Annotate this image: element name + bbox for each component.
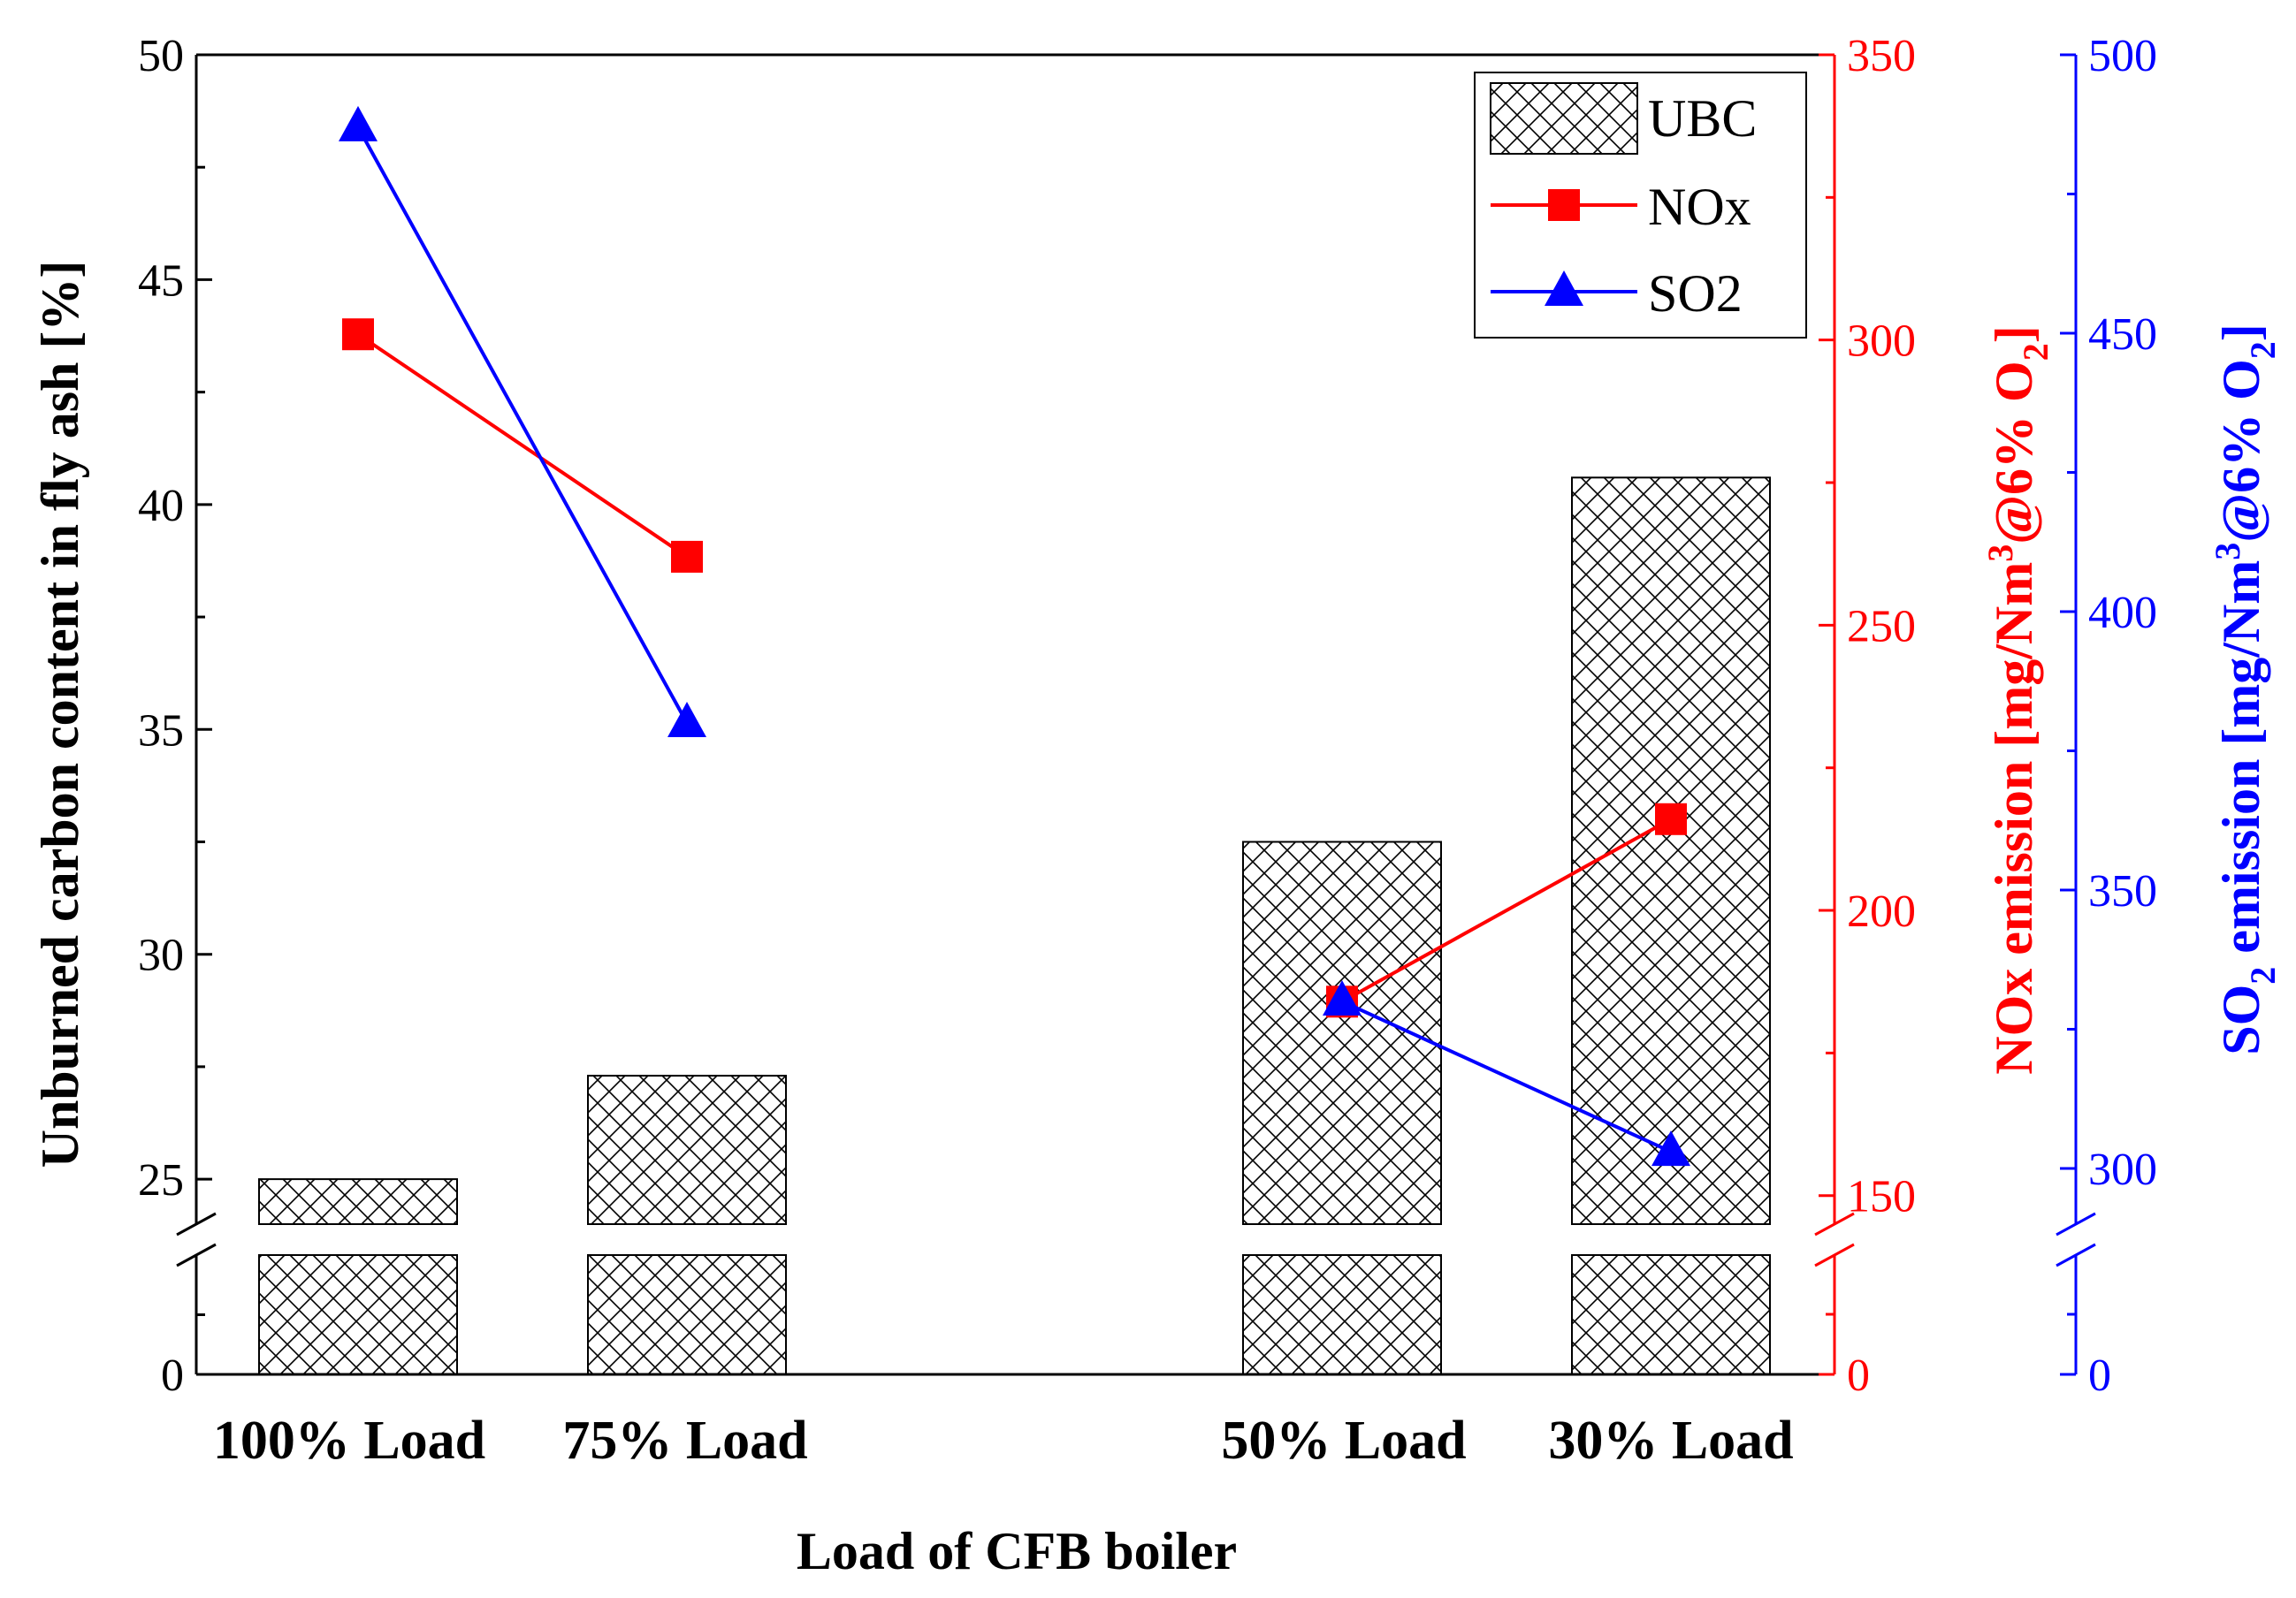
so2-axis-tick-label: 450 — [2088, 309, 2157, 360]
ubc-bar-upper — [587, 1075, 787, 1226]
so2-title-part: @6% O — [2212, 359, 2270, 542]
left-axis-title: Unburned carbon content in fly ash [%] — [31, 261, 89, 1168]
so2-title-part: SO — [2212, 985, 2270, 1055]
so2-axis-tick-label: 300 — [2088, 1145, 2157, 1195]
so2-axis-tick-label: 350 — [2088, 866, 2157, 917]
left-tick-label: 50 — [138, 31, 184, 81]
legend-so2-marker — [1545, 270, 1583, 306]
category-label: 50% Load — [1221, 1411, 1466, 1471]
nox-axis-break — [1814, 1212, 1855, 1267]
nox-axis-tick-label: 0 — [1847, 1351, 1870, 1401]
legend-ubc-label: UBC — [1648, 89, 1757, 148]
so2-axis-tick-label: 400 — [2088, 588, 2157, 638]
category-label: 30% Load — [1548, 1411, 1793, 1471]
left-tick-label: 35 — [138, 705, 184, 756]
ubc-bar-4 — [1571, 476, 1771, 1375]
left-tick-label: 0 — [161, 1351, 184, 1401]
so2-title-part: ] — [2212, 323, 2270, 341]
left-tick-label: 40 — [138, 481, 184, 531]
left-tick-label: 30 — [138, 931, 184, 981]
so2-axis-title: SO2 emission [mg/Nm3@6% O2] — [2208, 323, 2283, 1054]
nox-line-segment — [1341, 818, 1672, 1004]
so2-title-part: 2 — [2243, 341, 2283, 359]
nox-axis-tick-label: 200 — [1847, 887, 1916, 937]
nox-point — [671, 540, 703, 573]
ubc-bar-2 — [587, 1075, 787, 1375]
so2-point — [339, 105, 378, 141]
so2-point — [667, 702, 706, 737]
so2-title-part: emission [mg/Nm — [2212, 560, 2270, 967]
category-label: 75% Load — [562, 1411, 807, 1471]
x-axis-title: Load of CFB boiler — [797, 1522, 1237, 1580]
so2-line-segment — [356, 126, 689, 724]
legend: UBC NOx SO2 — [1474, 72, 1807, 339]
so2-point — [1651, 1130, 1690, 1167]
so2-title-part: 2 — [2243, 967, 2283, 985]
nox-point — [1655, 803, 1687, 835]
category-label: 100% Load — [213, 1411, 485, 1471]
so2-axis-tick-label: 500 — [2088, 31, 2157, 81]
nox-axis-tick-label: 250 — [1847, 601, 1916, 651]
so2-line-segment — [1341, 1000, 1672, 1153]
nox-axis-tick-label: 150 — [1847, 1172, 1916, 1222]
ubc-bar-1 — [258, 1178, 458, 1375]
so2-point — [1323, 980, 1362, 1016]
ubc-bar-3 — [1242, 841, 1442, 1375]
so2-axis-break — [2056, 1212, 2096, 1267]
ubc-bar-upper — [258, 1178, 458, 1225]
legend-ubc-swatch — [1490, 82, 1638, 155]
nox-title-part: @6% O — [1985, 361, 2043, 544]
legend-so2-label: SO2 — [1648, 264, 1743, 323]
ubc-bar-lower — [1242, 1254, 1442, 1375]
left-tick-label: 45 — [138, 255, 184, 306]
so2-axis-tick-label: 0 — [2088, 1351, 2111, 1401]
ubc-bar-lower — [1571, 1254, 1771, 1375]
nox-axis-title: NOx emission [mg/Nm3@6% O2] — [1980, 325, 2056, 1074]
legend-nox-marker — [1548, 189, 1580, 221]
nox-title-part: NOx emission [mg/Nm — [1985, 562, 2043, 1075]
nox-axis-tick-label: 350 — [1847, 31, 1916, 81]
left-axis-break — [176, 1212, 217, 1267]
nox-point — [342, 318, 374, 351]
left-tick-label: 25 — [138, 1155, 184, 1206]
ubc-bar-lower — [587, 1254, 787, 1375]
nox-line-segment — [356, 332, 689, 559]
nox-axis-tick-label: 300 — [1847, 316, 1916, 367]
ubc-bar-upper — [1571, 476, 1771, 1225]
nox-title-part: 3 — [1980, 544, 2020, 562]
legend-nox-label: NOx — [1648, 178, 1751, 236]
ubc-bar-lower — [258, 1254, 458, 1375]
nox-title-part: ] — [1985, 325, 2043, 343]
nox-title-part: 2 — [2016, 343, 2056, 361]
so2-title-part: 3 — [2208, 543, 2247, 560]
